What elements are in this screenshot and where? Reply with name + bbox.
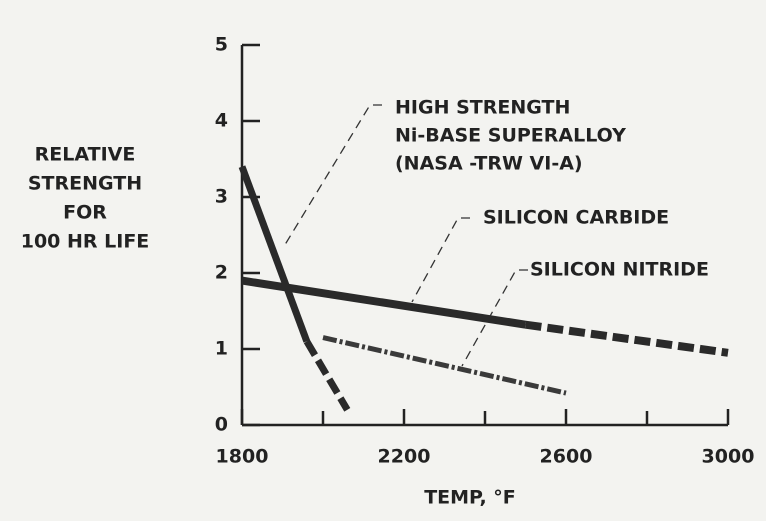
y-tick-label: 0 — [215, 414, 228, 436]
series-label: SILICON NITRIDE — [530, 259, 709, 281]
x-tick-label: 3000 — [702, 446, 755, 468]
y-axis-label: STRENGTH — [28, 173, 142, 195]
y-axis-label: FOR — [63, 202, 107, 224]
leader-line — [282, 104, 382, 249]
x-tick-label: 1800 — [216, 446, 269, 468]
series-label: (NASA -TRW VI-A) — [395, 153, 583, 175]
y-axis-label: RELATIVE — [35, 144, 136, 166]
y-tick-label: 4 — [215, 110, 228, 132]
x-axis-label: TEMP, °F — [424, 487, 516, 509]
line-dashed — [303, 339, 351, 412]
line-dashed — [524, 320, 729, 357]
line-dashed — [322, 335, 567, 396]
x-tick-label: 2200 — [378, 446, 431, 468]
line-solid — [238, 165, 311, 343]
series-label: HIGH STRENGTH — [395, 97, 570, 119]
y-tick-label: 3 — [215, 186, 228, 208]
y-tick-label: 2 — [215, 262, 228, 284]
line-solid — [241, 276, 527, 329]
series-label: Ni-BASE SUPERALLOY — [395, 125, 626, 147]
y-tick-label: 5 — [215, 34, 228, 56]
y-tick-label: 1 — [215, 338, 228, 360]
leader-lines — [282, 104, 528, 367]
series-label: SILICON CARBIDE — [483, 207, 669, 229]
leader-line — [411, 217, 470, 303]
y-axis-label: 100 HR LIFE — [21, 231, 150, 253]
leader-line — [461, 269, 528, 367]
x-tick-label: 2600 — [540, 446, 593, 468]
